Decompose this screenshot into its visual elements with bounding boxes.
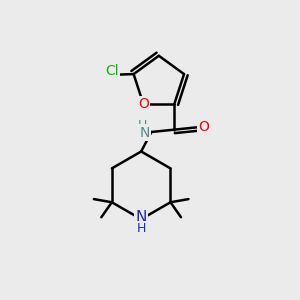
Text: N: N bbox=[140, 126, 150, 140]
Text: O: O bbox=[198, 120, 209, 134]
Text: N: N bbox=[136, 210, 147, 225]
Text: Cl: Cl bbox=[106, 64, 119, 78]
Text: O: O bbox=[138, 97, 149, 111]
Text: H: H bbox=[137, 119, 147, 132]
Text: H: H bbox=[136, 222, 146, 235]
